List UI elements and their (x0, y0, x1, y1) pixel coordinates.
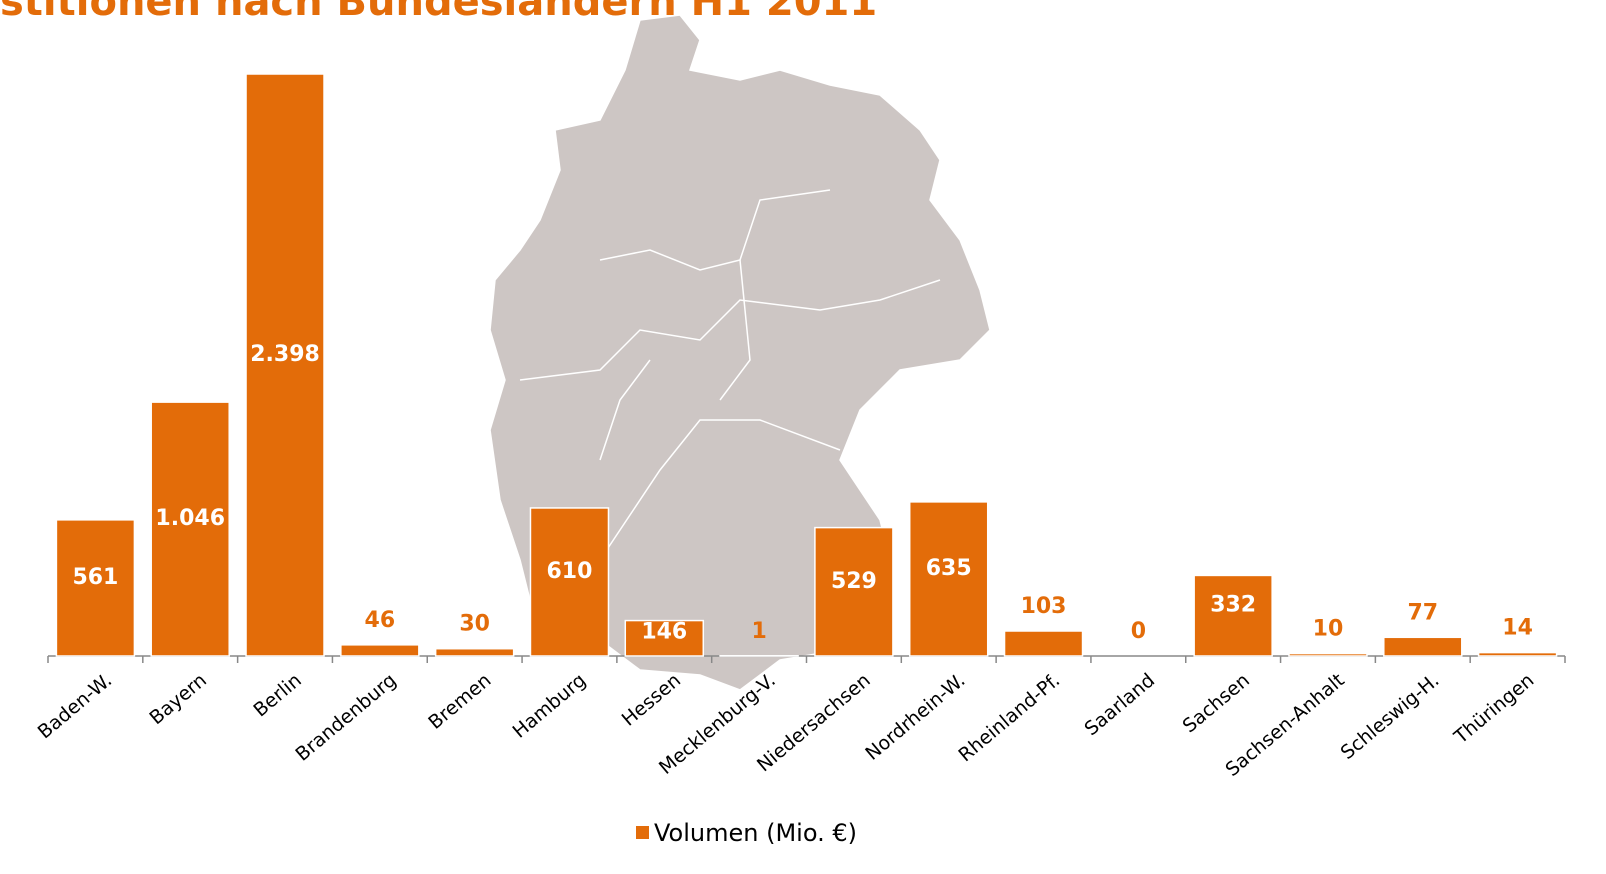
x-tick-label: Brandenburg (291, 669, 400, 766)
bar (1193, 574, 1273, 657)
x-tick-label: Nordrhein-W. (861, 669, 969, 765)
bar (55, 519, 136, 657)
bar (340, 644, 420, 657)
bar (150, 401, 230, 657)
chart-title: stitionen nach Bundesländern H1 2011 (0, 0, 877, 25)
x-tick-label: Thüringen (1449, 669, 1538, 749)
x-tick-label: Saarland (1080, 669, 1159, 740)
x-tick-label: Schleswig-H. (1337, 669, 1444, 764)
value-label: 103 (1021, 594, 1067, 619)
bar (908, 501, 989, 657)
bar (624, 619, 705, 657)
x-tick-label: Hessen (618, 669, 685, 731)
x-tick-label: Baden-W. (34, 669, 116, 743)
legend-label: Volumen (Mio. €) (654, 819, 857, 847)
value-label: 1 (751, 619, 766, 644)
x-tick-label: Berlin (249, 669, 305, 721)
legend-swatch (636, 826, 649, 839)
bar (1477, 651, 1558, 657)
x-tick-label: Bayern (145, 669, 211, 729)
value-label: 332 (1210, 593, 1256, 618)
value-label: 146 (641, 620, 687, 645)
x-tick-label: Bremen (424, 669, 495, 734)
bar (434, 647, 515, 657)
value-label: 561 (72, 565, 118, 590)
value-label: 77 (1407, 600, 1438, 625)
value-label: 14 (1502, 616, 1533, 641)
value-label: 2.398 (250, 342, 320, 367)
value-label: 10 (1313, 617, 1344, 642)
value-label: 0 (1131, 619, 1146, 644)
bar (529, 507, 610, 657)
value-label: 529 (831, 569, 877, 594)
x-tick-label: Hamburg (509, 669, 591, 742)
value-label: 1.046 (155, 506, 225, 531)
map-borders (519, 189, 941, 561)
value-label: 30 (459, 612, 490, 637)
bar (1003, 630, 1084, 657)
bar (814, 526, 894, 657)
value-label: 635 (926, 556, 972, 581)
bar (1383, 636, 1463, 657)
x-tick-label: Sachsen (1179, 669, 1254, 737)
value-label: 46 (365, 608, 396, 633)
bar (245, 73, 325, 657)
x-tick-label: Rheinland-Pf. (954, 669, 1064, 766)
value-label: 610 (547, 559, 593, 584)
bar (1288, 652, 1368, 657)
